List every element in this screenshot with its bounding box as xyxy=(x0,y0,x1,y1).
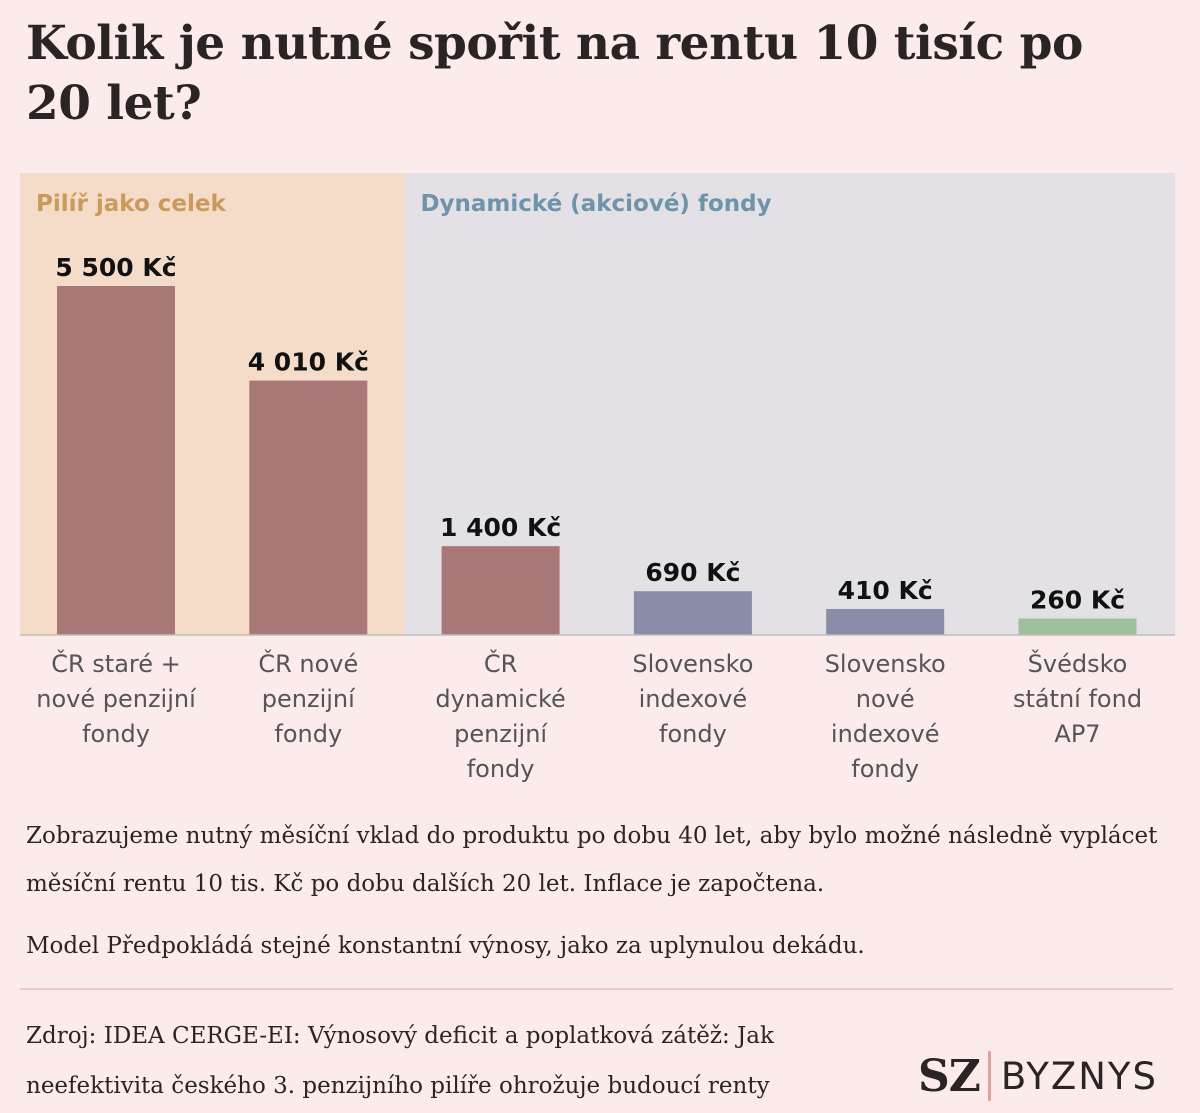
bar-4 xyxy=(826,608,945,635)
logo-divider xyxy=(987,1051,991,1101)
category-label-line: indexové xyxy=(831,720,940,748)
category-label-line: penzijní xyxy=(454,720,548,748)
logo-sz: SZ xyxy=(918,1050,981,1102)
category-label-line: dynamické xyxy=(435,685,565,713)
bar-2 xyxy=(441,546,560,635)
category-label-line: AP7 xyxy=(1054,720,1100,748)
chart-note: Zobrazujeme nutný měsíční vklad do produ… xyxy=(26,823,1158,897)
bar-3 xyxy=(633,591,752,635)
value-label-4: 410 Kč xyxy=(838,576,933,605)
value-label-5: 260 Kč xyxy=(1030,586,1125,615)
group-label-1: Dynamické (akciové) fondy xyxy=(420,191,771,217)
value-label-0: 5 500 Kč xyxy=(55,253,176,282)
bar-0 xyxy=(57,286,175,635)
category-label-line: nové xyxy=(856,685,915,713)
category-label-2: ČR dynamické penzijní fondy xyxy=(435,648,565,783)
category-label-line: Slovensko xyxy=(632,650,753,678)
bar-1 xyxy=(249,380,368,635)
category-label-line: fondy xyxy=(467,755,535,783)
divider xyxy=(20,988,1173,990)
sz-byznys-logo: SZ BYZNYS xyxy=(918,1046,1158,1106)
category-label-line: Švédsko xyxy=(1028,648,1128,678)
bar-5 xyxy=(1018,618,1137,635)
source-text: Zdroj: IDEA CERGE-EI: Výnosový deficit a… xyxy=(26,1023,774,1099)
value-label-3: 690 Kč xyxy=(645,558,740,587)
category-label-line: fondy xyxy=(274,720,342,748)
category-label-line: fondy xyxy=(659,720,727,748)
category-label-line: Slovensko xyxy=(825,650,946,678)
category-label-line: státní fond xyxy=(1013,685,1142,713)
category-label-1: ČR nové penzijní fondy xyxy=(258,648,358,748)
category-label-line: ČR xyxy=(484,648,517,678)
logo-byznys: BYZNYS xyxy=(1000,1054,1158,1098)
value-label-2: 1 400 Kč xyxy=(440,513,561,542)
page-title: Kolik je nutné spořit na rentu 10 tisíc … xyxy=(26,16,1083,131)
category-label-line: fondy xyxy=(82,720,150,748)
category-label-0: ČR staré + nové penzijní fondy xyxy=(36,648,197,748)
bar-chart: Pilíř jako celek Dynamické (akciové) fond… xyxy=(20,173,1175,783)
group-label-0: Pilíř jako celek xyxy=(36,191,226,217)
category-label-line: ČR nové xyxy=(258,648,358,678)
category-label-line: indexové xyxy=(639,685,748,713)
category-label-5: Švédsko státní fond AP7 xyxy=(1013,648,1142,748)
category-label-line: penzijní xyxy=(262,685,356,713)
category-label-line: fondy xyxy=(851,755,919,783)
chart-model-note: Model Předpokládá stejné konstantní výno… xyxy=(26,933,865,959)
category-label-line: ČR staré + xyxy=(51,648,181,678)
category-label-4: Slovensko nové indexové fondy xyxy=(825,650,946,783)
value-label-1: 4 010 Kč xyxy=(248,348,369,377)
category-label-3: Slovensko indexové fondy xyxy=(632,650,753,748)
category-label-line: nové penzijní xyxy=(36,685,197,713)
